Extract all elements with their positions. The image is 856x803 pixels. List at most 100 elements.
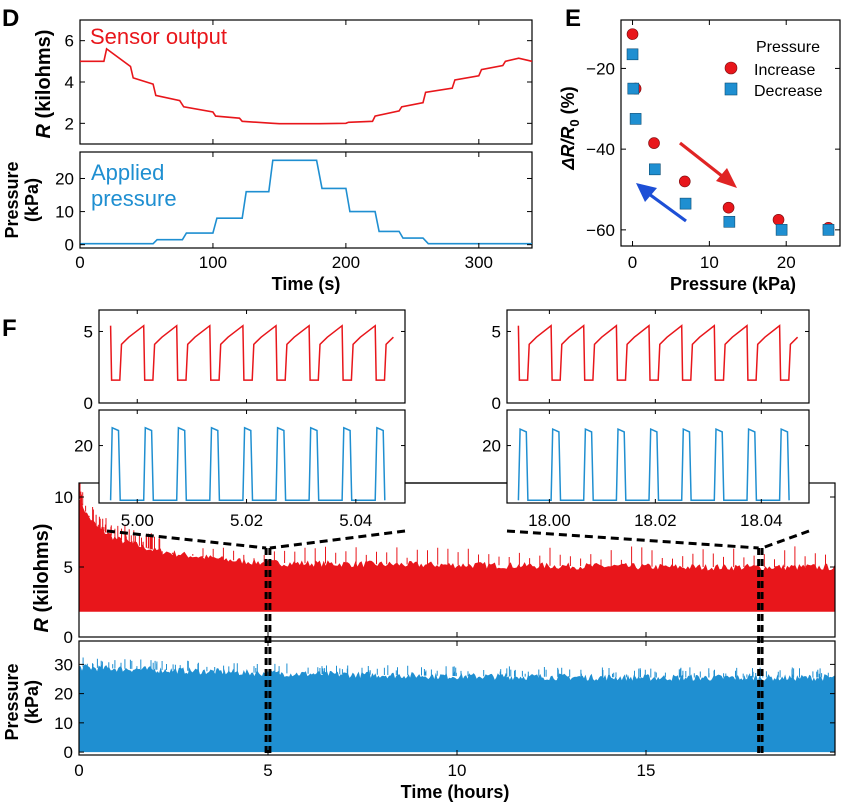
inset-2-xtick-label: 18.00 (528, 511, 571, 530)
inset-2-xtick-label: 18.02 (634, 511, 677, 530)
e-increase-point (678, 175, 691, 188)
e-decrease-point (775, 224, 788, 236)
e-legend-decrease-marker (724, 82, 738, 96)
d-pressure-plot: 0 10 20 Applied pressure Pressure(kPa) 0 … (2, 151, 533, 294)
f-ytick-label: 10 (54, 488, 73, 507)
f-resistance-spikes (79, 482, 826, 567)
f-pressure-ytick-label: 0 (64, 743, 73, 762)
inset-2-ytick-label: 0 (492, 394, 501, 413)
e-xtick-label: 20 (777, 253, 796, 272)
f-resistance-trace (79, 498, 835, 612)
d-pressure-ylabel: Pressure(kPa) (2, 161, 42, 238)
f-pressure-yticks (79, 663, 835, 753)
e-ytick-label: −20 (586, 59, 615, 78)
e-xtick-label: 0 (628, 253, 637, 272)
f-xtick-label: 0 (74, 761, 83, 780)
e-data-points (626, 28, 835, 236)
f-pressure-ytick-label: 20 (54, 685, 73, 704)
e-decrease-point (649, 163, 661, 176)
f-xtick-label: 5 (263, 761, 272, 780)
e-decrease-point (629, 113, 642, 125)
f-xtick-label: 15 (637, 761, 656, 780)
f-xticks (78, 641, 647, 755)
f-resistance-plot: 0 5 10 R (kilohms) (31, 482, 836, 647)
e-decrease-point (627, 82, 640, 95)
e-ylabel: ΔR/R0 (%) (558, 86, 582, 170)
f-ytick-label: 5 (64, 558, 73, 577)
e-legend-title: Pressure (756, 39, 820, 56)
f-pressure-trace (79, 664, 835, 753)
d-ytick-label: 6 (65, 32, 74, 51)
e-ytick-label: −60 (586, 221, 615, 240)
e-legend-increase-marker (724, 61, 738, 75)
e-increase-point (722, 201, 735, 214)
e-decrease-point (723, 215, 736, 228)
f-pressure-ytick-label: 30 (54, 655, 73, 674)
e-increase-arrow (679, 141, 737, 188)
zoom-connector (506, 529, 759, 550)
d-pressure-ytick-label: 0 (65, 236, 74, 255)
panel-d: 2 4 6 Sensor output R (kilohms) 0 10 20 … (2, 19, 533, 294)
f-inset-1: 0 5 20 5.00 5.02 5.04 (74, 309, 406, 530)
inset-2-ytick-label: 5 (492, 322, 501, 341)
inset-1-pressure-ytick-label: 20 (74, 437, 93, 456)
d-pressure-ytick-label: 10 (55, 203, 74, 222)
d-pressure-yticks (80, 177, 532, 246)
e-decrease-point (679, 197, 692, 210)
e-legend-decrease-label: Decrease (754, 83, 823, 100)
panel-label-f: F (2, 315, 17, 342)
d-xtick-label: 200 (332, 253, 360, 272)
sensor-output-label: Sensor output (90, 24, 227, 49)
e-xlabel: Pressure (kPa) (670, 274, 796, 294)
inset-1-ytick-label: 0 (84, 394, 93, 413)
inset-2-pressure-ytick-label: 20 (482, 437, 501, 456)
e-decrease-arrow (636, 183, 687, 223)
e-xtick-label: 10 (700, 253, 719, 272)
inset-1-resistance-line (109, 324, 394, 381)
inset-2-ticks (507, 310, 809, 503)
inset-1-xtick-label: 5.04 (339, 511, 372, 530)
e-ytick-label: −40 (586, 140, 615, 159)
inset-2-xtick-label: 18.04 (740, 511, 783, 530)
inset-1-xtick-label: 5.00 (121, 511, 154, 530)
inset-1-pressure-line (109, 426, 386, 502)
e-increase-point (648, 137, 660, 149)
f-pressure-plot: 0 10 20 30 Pressure(kPa) 0 5 10 15 Time … (2, 640, 836, 802)
d-ytick-label: 4 (65, 73, 74, 92)
d-xticks (79, 152, 480, 248)
f-zoom-window-markers (106, 482, 810, 756)
f-xtick-label: 10 (448, 761, 467, 780)
e-increase-point (772, 213, 785, 226)
inset-2-resistance-line (517, 324, 799, 381)
d-resistance-line (80, 47, 533, 125)
d-ytick-label: 2 (65, 114, 74, 133)
d-resistance-ylabel: R (kilohms) (33, 30, 55, 139)
e-axis-ticks (621, 20, 840, 246)
f-pressure-noise (82, 657, 836, 678)
d-pressure-line (80, 159, 532, 245)
d-resistance-yticks (79, 20, 532, 144)
zoom-connector (269, 529, 406, 550)
inset-2-pressure-line (517, 427, 790, 502)
f-resistance-yticks (78, 496, 835, 638)
inset-1-xtick-label: 5.02 (230, 511, 263, 530)
applied-pressure-label: Applied pressure (91, 160, 177, 211)
panel-e: −20 −40 −60 0 10 20 Pressure (kPa) ΔR/R0… (558, 19, 841, 294)
panel-label-e: E (565, 5, 581, 32)
panel-label-d: D (2, 5, 19, 32)
e-increase-point (626, 28, 639, 40)
f-pressure-ytick-label: 10 (54, 714, 73, 733)
d-pressure-ytick-label: 20 (55, 169, 74, 188)
e-decrease-point (626, 48, 639, 61)
f-resistance-ylabel: R (kilohms) (31, 524, 53, 633)
inset-1-ticks (99, 310, 405, 503)
d-xtick-label: 0 (75, 253, 84, 272)
inset-1-ytick-label: 5 (84, 322, 93, 341)
e-legend-increase-label: Increase (754, 62, 815, 79)
f-ytick-label: 0 (64, 628, 73, 647)
d-xtick-label: 100 (199, 253, 227, 272)
e-legend: Pressure Increase Decrease (724, 39, 823, 100)
e-decrease-point (822, 224, 835, 236)
d-xlabel: Time (s) (272, 274, 341, 294)
